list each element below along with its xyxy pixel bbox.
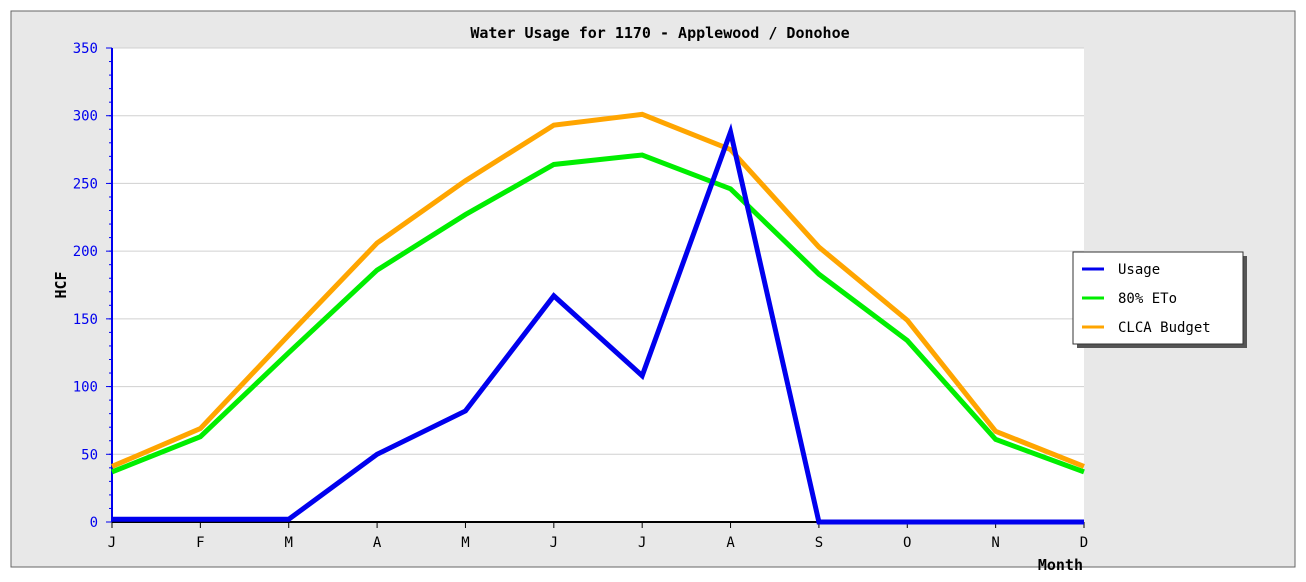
x-tick-label: J (550, 535, 558, 551)
x-tick-label: N (991, 535, 999, 551)
legend: Usage 80% ETo CLCA Budget (1072, 251, 1247, 348)
y-tick-label: 50 (81, 447, 98, 463)
series-line-2 (111, 111, 1085, 469)
legend-entry: Usage (1118, 262, 1160, 278)
y-tick-label: 150 (73, 312, 98, 328)
x-tick-label: J (638, 535, 646, 551)
y-tick-label: 200 (73, 244, 98, 260)
y-tick-label: 350 (73, 41, 98, 57)
x-tick-label: A (373, 535, 382, 551)
x-tick-label: J (108, 535, 116, 551)
y-tick-label: 300 (73, 109, 98, 125)
x-tick-label: O (903, 535, 911, 551)
y-tick-label: 0 (90, 515, 98, 531)
y-axis-label: HCF (52, 271, 70, 298)
x-tick-label: M (461, 535, 469, 551)
x-tick-label: S (815, 535, 823, 551)
legend-entry: 80% ETo (1118, 291, 1177, 307)
x-tick-label: M (285, 535, 293, 551)
legend-entry: CLCA Budget (1118, 320, 1211, 336)
y-tick-label: 250 (73, 176, 98, 192)
plot-area (112, 48, 1084, 522)
x-tick-label: A (726, 535, 735, 551)
y-tick-label: 100 (73, 380, 98, 396)
x-tick-label: F (196, 535, 204, 551)
series-line-1 (111, 152, 1085, 475)
x-axis-label: Month (1038, 556, 1083, 574)
x-tick-label: D (1080, 535, 1088, 551)
series-line-0 (112, 123, 1084, 525)
chart-title: Water Usage for 1170 - Applewood / Donoh… (470, 24, 849, 42)
